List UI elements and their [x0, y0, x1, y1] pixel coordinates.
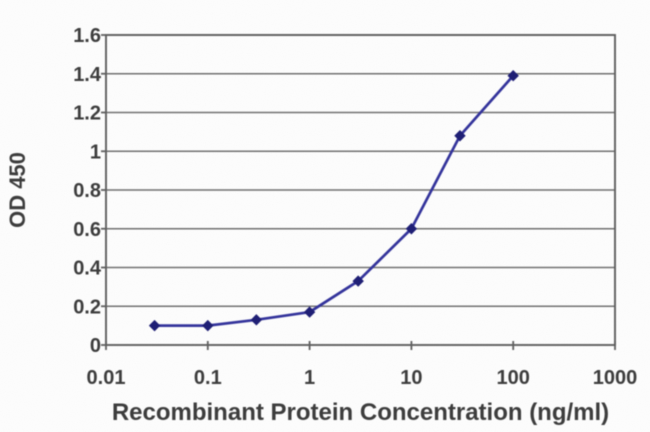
y-tick-label: 0.6	[73, 219, 101, 241]
x-tick-label: 1000	[593, 367, 638, 389]
x-tick-label: 1	[304, 367, 315, 389]
series-marker	[250, 314, 263, 326]
x-tick-label: 0.1	[194, 367, 222, 389]
series-marker	[202, 319, 214, 332]
y-tick-label: 1.2	[73, 103, 101, 125]
x-tick-label: 0.01	[87, 367, 126, 389]
y-tick-label: 0.2	[73, 296, 101, 318]
y-tick-label: 1	[90, 141, 101, 163]
x-axis-title: Recombinant Protein Concentration (ng/ml…	[111, 399, 610, 426]
y-tick-label: 1.6	[73, 25, 101, 47]
x-tick-label: 100	[497, 367, 530, 389]
y-tick-label: 0.8	[73, 180, 101, 202]
x-tick-label: 10	[400, 367, 422, 389]
y-tick-label: 0	[90, 335, 101, 357]
series-marker	[148, 319, 161, 332]
y-tick-label: 1.4	[73, 64, 102, 86]
y-tick-label: 0.4	[73, 258, 102, 280]
y-axis-title: OD 450	[5, 152, 30, 228]
